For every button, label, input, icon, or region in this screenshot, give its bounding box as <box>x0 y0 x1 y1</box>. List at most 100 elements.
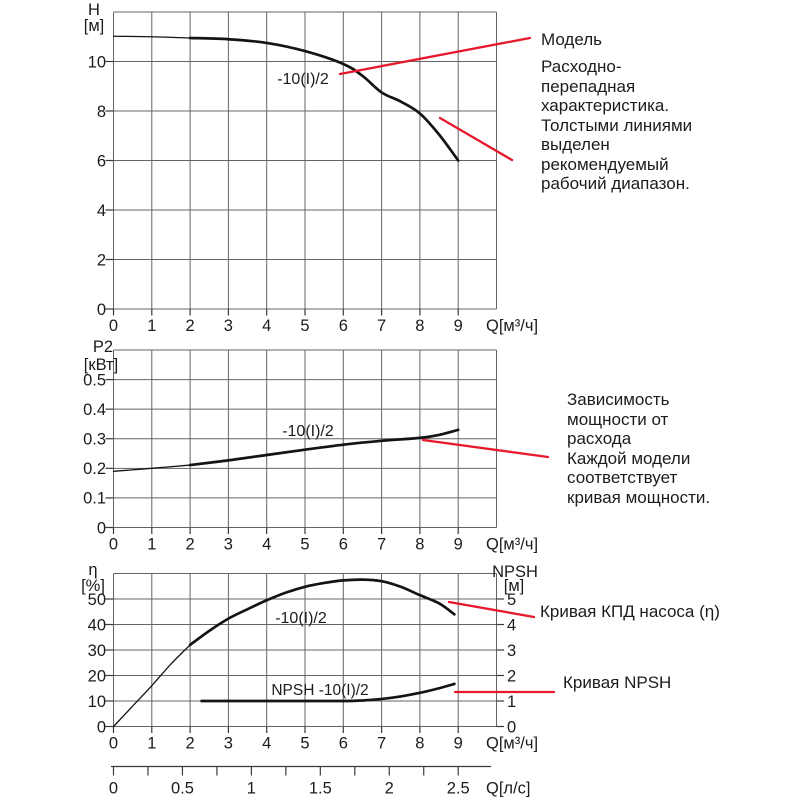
lps-axis-title: Q[л/с] <box>486 780 530 798</box>
x-tick-label: 3 <box>224 536 233 554</box>
y-tick-label: 0.1 <box>83 490 106 508</box>
y-tick-label: 0.2 <box>83 460 106 478</box>
y-axis-title: [%] <box>81 577 105 595</box>
x-tick-label: 6 <box>339 735 348 753</box>
x-tick-label: 2 <box>186 735 195 753</box>
y-tick-label: 8 <box>97 103 106 121</box>
x-tick-label: 0 <box>109 735 118 753</box>
y-axis-title: H <box>88 1 100 19</box>
y-tick-label: 0.4 <box>83 401 106 419</box>
head-flow-chart: 0 1 2 3 4 5 6 7 8 9 Q[м³/ч] 0 2 4 6 8 10 H[м] -10(I)/2 <box>84 1 538 335</box>
right-axis-title: NPSH <box>492 563 538 581</box>
x-tick-label: 7 <box>377 536 386 554</box>
head-flow-chart-grid <box>113 11 497 310</box>
x-tick-label: 9 <box>454 536 463 554</box>
y-tick-label: 50 <box>88 591 106 609</box>
x-tick-label: 2 <box>186 317 195 335</box>
y-axis-title: [м] <box>84 17 105 35</box>
npsh-curve <box>200 682 456 703</box>
head-flow-chart-labels: 0 1 2 3 4 5 6 7 8 9 Q[м³/ч] 0 2 4 6 8 10 H[м] <box>84 1 538 335</box>
y-tick-label: 10 <box>88 693 106 711</box>
power-flow-chart-ticks <box>105 378 459 534</box>
y-tick-label: 10 <box>88 53 106 71</box>
leader-lines <box>338 36 556 694</box>
right-tick-label: 1 <box>507 693 516 711</box>
x-tick-label: 8 <box>415 317 424 335</box>
y-tick-label: 0 <box>97 519 106 537</box>
annotation-model-label: Модель <box>541 30 603 49</box>
x-tick-label: 1 <box>147 735 156 753</box>
y-tick-label: 2 <box>97 251 106 269</box>
head-flow-chart-ticks <box>105 60 459 316</box>
efficiency-curve-label: -10(I)/2 <box>275 610 327 627</box>
right-tick-label: 4 <box>507 616 516 634</box>
right-tick-label: 2 <box>507 667 516 685</box>
x-tick-label: 0 <box>109 317 118 335</box>
x-tick-label: 5 <box>300 536 309 554</box>
y-tick-label: 20 <box>88 667 106 685</box>
x-tick-label: 4 <box>262 317 271 335</box>
right-tick-label: 5 <box>507 591 516 609</box>
right-axis-title: [м] <box>504 577 525 595</box>
x-tick-label: 4 <box>262 735 271 753</box>
efficiency-leader-line <box>447 600 536 619</box>
x-tick-label: 6 <box>339 536 348 554</box>
x-tick-label: 9 <box>454 317 463 335</box>
y-tick-label: 6 <box>97 152 106 170</box>
efficiency-npsh-chart: 0 1 2 3 4 5 6 7 8 9 Q[м³/ч]01020304050η[%]012345NP… <box>81 561 538 753</box>
power-flow-chart: 0 1 2 3 4 5 6 7 8 9 Q[м³/ч] 0 0.1 0.2 0.3 0.4 0.5 P2[кВт]… <box>83 338 538 554</box>
right-tick-label: 3 <box>507 642 516 660</box>
power-curve-thin <box>112 464 191 472</box>
efficiency-curve-thin <box>112 644 191 728</box>
flow-axis-lps: 0 0.5 1 1.5 2 2.5 Q[л/с] <box>109 765 530 798</box>
annotation-efficiency-label: Кривая КПД насоса (η) <box>540 602 720 621</box>
x-tick-label: 1 <box>147 317 156 335</box>
x-tick-label: 5 <box>300 317 309 335</box>
y-axis-title: η <box>88 561 97 579</box>
power-curve-label: -10(I)/2 <box>282 423 334 440</box>
x-tick-label: 9 <box>454 735 463 753</box>
y-tick-label: 0 <box>97 301 106 319</box>
x-tick-label: 5 <box>300 735 309 753</box>
x-tick-label: 6 <box>339 317 348 335</box>
head-curve <box>188 36 460 162</box>
annotation-flow-head-note: Расходно- перепадная характеристика. Тол… <box>541 57 693 193</box>
x-axis-title: Q[м³/ч] <box>486 735 538 753</box>
x-tick-label: 8 <box>415 536 424 554</box>
right-tick-label: 0 <box>507 718 516 736</box>
efficiency-curve <box>188 578 456 647</box>
x-tick-label: 3 <box>224 735 233 753</box>
x-tick-label: 7 <box>377 317 386 335</box>
power-leader-line <box>421 438 550 459</box>
x-tick-label: 1 <box>147 536 156 554</box>
annotation-npsh-label: Кривая NPSH <box>563 673 672 692</box>
efficiency-npsh-chart-ticks <box>105 598 459 733</box>
power-curve <box>188 428 460 467</box>
head-curve-label: -10(I)/2 <box>277 71 329 88</box>
y-tick-label: 40 <box>88 616 106 634</box>
y-tick-label: 0 <box>97 718 106 736</box>
y-tick-label: 4 <box>97 202 106 220</box>
lps-tick-label: 1.5 <box>309 780 332 798</box>
efficiency-npsh-chart-labels: 0 1 2 3 4 5 6 7 8 9 Q[м³/ч]01020304050η[%]012345NP… <box>81 561 538 753</box>
y-tick-label: 0.3 <box>83 431 106 449</box>
x-tick-label: 2 <box>186 536 195 554</box>
y-axis-title: P2 <box>93 338 113 356</box>
lps-tick-label: 0.5 <box>171 780 194 798</box>
y-tick-label: 0.5 <box>83 371 106 389</box>
x-tick-label: 8 <box>415 735 424 753</box>
power-flow-chart-labels: 0 1 2 3 4 5 6 7 8 9 Q[м³/ч] 0 0.1 0.2 0.3 0.4 0.5 P2[кВт] <box>83 338 538 554</box>
x-tick-label: 3 <box>224 317 233 335</box>
efficiency-npsh-chart-grid <box>113 573 497 727</box>
x-axis-title: Q[м³/ч] <box>486 536 538 554</box>
y-axis-title: [кВт] <box>84 356 118 374</box>
x-tick-label: 7 <box>377 735 386 753</box>
model-leader-line <box>338 36 532 76</box>
x-axis-title: Q[м³/ч] <box>486 317 538 335</box>
lps-tick-label: 1 <box>247 780 256 798</box>
y-tick-label: 30 <box>88 642 106 660</box>
lps-tick-label: 2 <box>385 780 394 798</box>
lps-tick-label: 0 <box>109 780 118 798</box>
head-curve-thin <box>112 35 191 39</box>
